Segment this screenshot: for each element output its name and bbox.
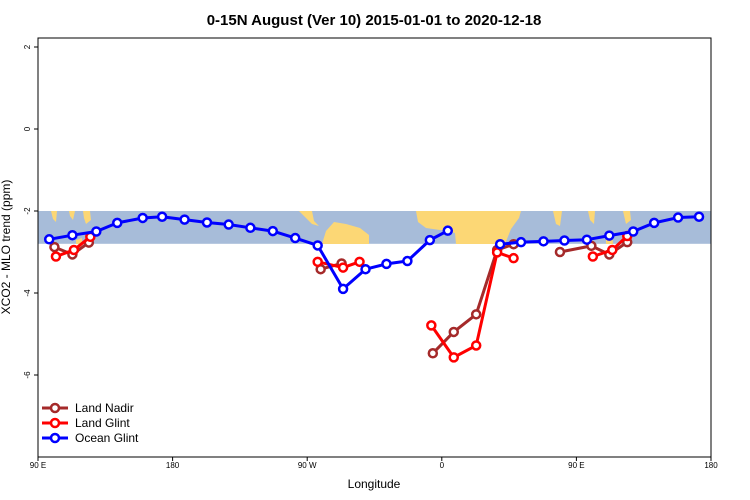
land-glint-point (470, 340, 482, 351)
ocean-glint-point (67, 229, 78, 241)
land-nadir-line (431, 242, 515, 355)
y-tick-label: -6 (23, 371, 32, 379)
ocean-glint-point (381, 258, 392, 270)
land-glint-point (607, 244, 618, 256)
land-nadir-point (49, 241, 60, 253)
land-shape (588, 211, 595, 224)
y-tick-label: -4 (23, 289, 32, 297)
y-axis-label: XCO2 - MLO trend (ppm) (0, 180, 13, 315)
land-shape (76, 238, 82, 244)
y-tick-label: 2 (23, 44, 32, 49)
land-glint-point (68, 244, 80, 256)
ocean-glint-point (648, 217, 660, 229)
ocean-glint-point (179, 214, 190, 225)
x-axis-label: Longitude (348, 477, 401, 491)
ocean-glint-point (289, 232, 301, 244)
legend-label: Land Glint (75, 416, 130, 430)
land-shape (503, 211, 518, 219)
ocean-glint-point (245, 222, 256, 234)
land-glint-point (508, 252, 519, 264)
ocean-glint-point (137, 212, 148, 224)
ocean-glint-point (627, 226, 639, 237)
ocean-glint-point (693, 211, 705, 222)
y-axis: 2 0 -2 -4 -6 (23, 44, 38, 379)
ocean-glint-point (156, 211, 168, 222)
land-glint-point (337, 262, 349, 273)
series-lines (43, 211, 705, 363)
land-glint-line (430, 250, 515, 359)
x-tick-label: 180 (704, 461, 718, 470)
ocean-glint-point (672, 212, 684, 223)
ocean-glint-point (223, 219, 234, 230)
x-tick-label: 180 (166, 461, 180, 470)
x-tick-label: 0 (440, 461, 445, 470)
legend-label: Land Nadir (75, 401, 134, 415)
land-glint-point (312, 256, 323, 268)
x-tick-label: 90 E (30, 461, 46, 470)
ocean-glint-point (112, 217, 123, 229)
ocean-glint-point (201, 217, 213, 228)
land-shape (553, 211, 562, 226)
ocean-glint-point (538, 236, 549, 247)
land-nadir-line (559, 240, 629, 256)
land-shape (322, 222, 369, 244)
land-shape (299, 211, 319, 226)
land-shape (416, 211, 521, 244)
y-tick-label: 0 (23, 126, 32, 131)
ocean-glint-line (499, 215, 700, 246)
ocean-glint-point (604, 230, 615, 241)
plot-frame (37, 37, 712, 458)
ocean-glint-point (515, 236, 527, 248)
ocean-glint-point (312, 240, 323, 251)
x-tick-label: 90 E (568, 461, 584, 470)
ocean-glint-point (337, 283, 349, 295)
land-shape (623, 211, 631, 224)
ocean-glint-point (267, 225, 279, 237)
land-glint-point (587, 251, 599, 262)
ocean-glint-point (402, 255, 413, 267)
ocean-glint-point (360, 263, 371, 275)
ocean-glint-point (442, 225, 454, 236)
x-tick-label: 90 W (298, 461, 317, 470)
legend-marker (49, 402, 61, 414)
land-shape (83, 211, 91, 224)
land-glint-point (448, 352, 460, 363)
land-glint-point (426, 320, 437, 331)
land-nadir-point (470, 309, 482, 320)
chart-title: 0-15N August (Ver 10) 2015-01-01 to 2020… (207, 12, 542, 29)
ocean-glint-point (581, 234, 593, 245)
legend-marker (49, 432, 61, 444)
x-axis: 90 E 180 90 W 0 90 E 180 (30, 457, 718, 470)
land-shape (51, 211, 57, 222)
ocean-glint-point (494, 238, 506, 250)
land-nadir-point (554, 246, 566, 258)
ocean-glint-point (559, 235, 570, 246)
land-shape (69, 211, 75, 220)
land-glint-point (491, 247, 503, 258)
ocean-glint-point (43, 234, 55, 245)
legend-marker (49, 417, 61, 429)
y-tick-label: -2 (23, 207, 32, 215)
ocean-glint-point (91, 226, 102, 237)
land-nadir-point (448, 326, 460, 338)
land-glint-point (354, 256, 365, 268)
land-nadir-point (427, 348, 439, 359)
legend-label: Ocean Glint (75, 431, 139, 445)
land-glint-point (50, 251, 62, 262)
ocean-glint-point (424, 234, 436, 246)
